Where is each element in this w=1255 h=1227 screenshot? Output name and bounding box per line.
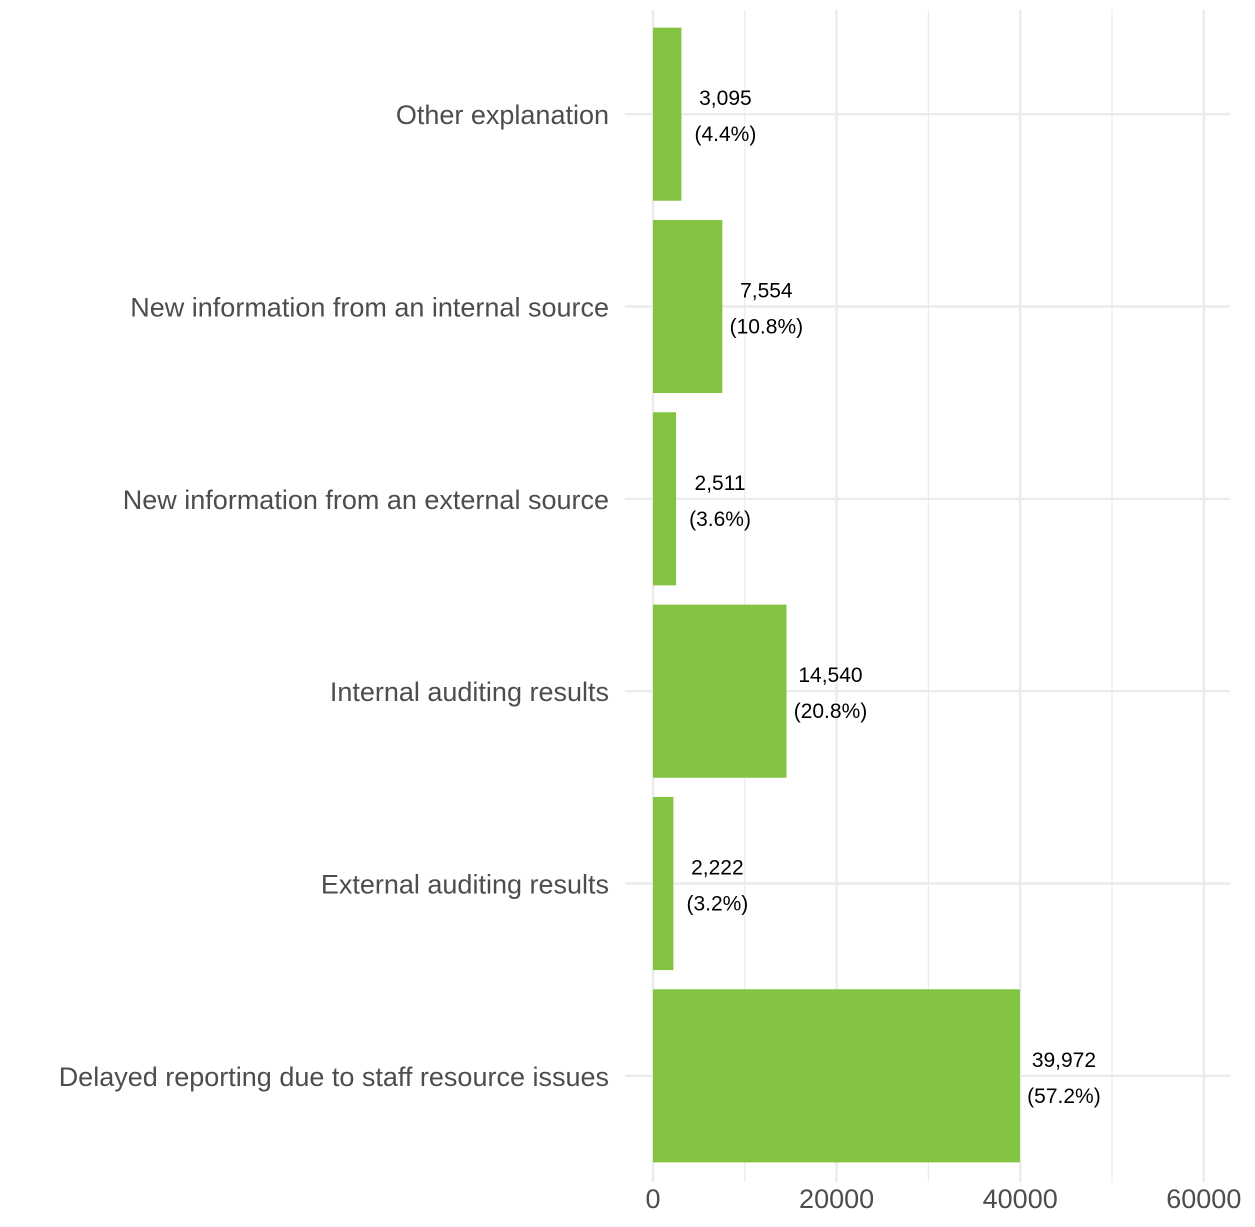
data-label-percent: (3.6%)	[689, 508, 751, 531]
data-label-count: 7,554	[740, 280, 793, 303]
bar	[653, 27, 682, 201]
data-label-percent: (20.8%)	[794, 700, 868, 723]
bar	[653, 219, 723, 394]
data-label-percent: (57.2%)	[1027, 1085, 1101, 1108]
data-label-count: 39,972	[1032, 1049, 1096, 1072]
bar	[653, 796, 674, 971]
category-label: Other explanation	[396, 100, 609, 130]
category-label: New information from an internal source	[130, 293, 609, 323]
data-label-count: 2,222	[691, 857, 744, 880]
category-label: External auditing results	[321, 870, 609, 900]
data-label-percent: (4.4%)	[694, 123, 756, 146]
bar	[653, 989, 1020, 1163]
data-label-percent: (3.2%)	[686, 893, 748, 916]
x-tick-label: 0	[645, 1184, 660, 1214]
category-label: New information from an external source	[123, 485, 609, 515]
data-label-count: 2,511	[695, 472, 746, 495]
data-labels: 39,972 (57.2%) 2,222 (3.2%) 14,540 (20.8%) 2,5…	[686, 87, 1100, 1108]
x-tick-label: 60000	[1166, 1184, 1241, 1214]
bar	[653, 412, 677, 586]
x-tick-labels: 0 20000 40000 60000	[645, 1184, 1241, 1214]
bars	[653, 27, 1020, 1163]
data-label-count: 3,095	[699, 87, 752, 110]
gridlines	[625, 10, 1230, 1182]
category-labels: Delayed reporting due to staff resource …	[59, 100, 609, 1092]
x-tick-label: 40000	[983, 1184, 1058, 1214]
category-label: Internal auditing results	[330, 677, 609, 707]
category-label: Delayed reporting due to staff resource …	[59, 1062, 609, 1092]
x-tick-label: 20000	[799, 1184, 874, 1214]
data-label-percent: (10.8%)	[730, 316, 804, 339]
data-label-count: 14,540	[798, 664, 862, 687]
bar	[653, 604, 787, 778]
